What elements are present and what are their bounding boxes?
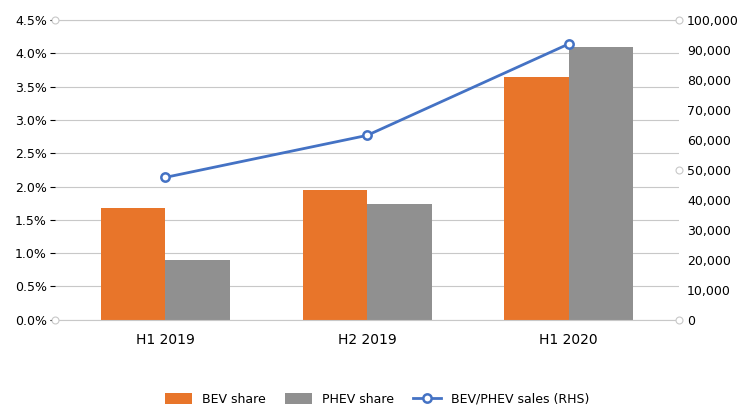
Bar xyxy=(367,205,431,320)
Bar xyxy=(504,77,569,320)
Bar xyxy=(101,208,165,320)
BEV/PHEV sales (RHS) xyxy=(564,42,573,47)
Legend: BEV share, PHEV share, BEV/PHEV sales (RHS): BEV share, PHEV share, BEV/PHEV sales (R… xyxy=(165,393,589,406)
BEV/PHEV sales (RHS) xyxy=(363,133,372,138)
Line: BEV/PHEV sales (RHS): BEV/PHEV sales (RHS) xyxy=(161,40,573,181)
Bar xyxy=(165,260,230,320)
Bar xyxy=(302,190,367,320)
Bar xyxy=(569,47,633,320)
BEV/PHEV sales (RHS) xyxy=(161,175,170,180)
